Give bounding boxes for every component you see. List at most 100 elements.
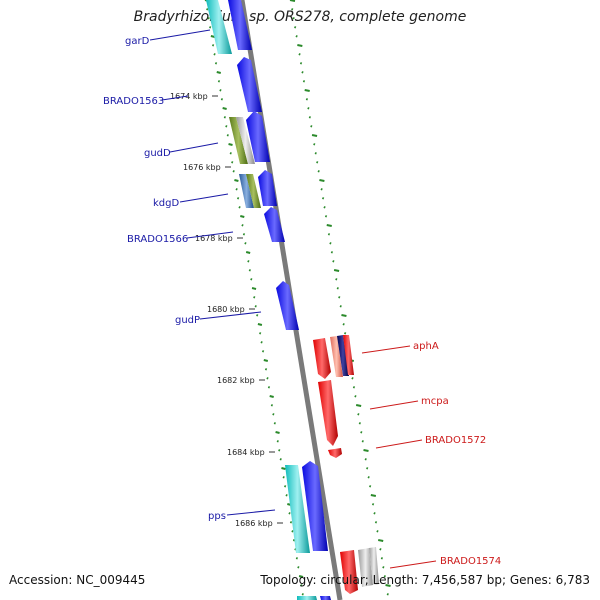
- gc-dot: [338, 296, 341, 299]
- gene-leader-line: [161, 95, 189, 101]
- gc-dot: [319, 179, 325, 182]
- gene-kdgD-block[interactable]: [239, 170, 277, 208]
- gene-BRADO1574-block[interactable]: [340, 547, 379, 594]
- gene-label-garD[interactable]: garD: [125, 36, 150, 47]
- gene-label-gudP[interactable]: gudP: [175, 315, 200, 326]
- gc-dot: [364, 458, 367, 461]
- gc-dot: [254, 305, 257, 308]
- scale-tick-label: 1686 kbp: [235, 519, 273, 528]
- gc-dot: [281, 467, 286, 470]
- gc-dot: [332, 260, 335, 263]
- gene-pps-block[interactable]: [285, 461, 328, 553]
- gene-gudD-block[interactable]: [229, 111, 270, 164]
- gene-label-pps[interactable]: pps: [208, 511, 226, 522]
- gc-dot: [292, 17, 295, 20]
- gc-dot: [298, 53, 301, 56]
- gene-leader-line: [179, 193, 229, 203]
- gc-dot: [324, 215, 328, 218]
- gene-label-mcpa[interactable]: mcpa: [421, 396, 449, 407]
- gc-dot: [295, 35, 298, 38]
- gene-leader-line: [169, 142, 219, 153]
- gc-dot: [294, 26, 297, 29]
- gc-dot: [219, 89, 222, 92]
- gc-dot: [213, 53, 216, 56]
- gene-BRADO1563-arrow[interactable]: [237, 57, 262, 112]
- gc-dot: [301, 593, 304, 596]
- gc-dot: [297, 566, 300, 569]
- gene-mcpa-arrow[interactable]: [318, 380, 338, 446]
- gc-dot: [360, 431, 363, 434]
- gc-dot: [316, 161, 319, 164]
- gc-dot: [232, 170, 235, 173]
- gc-dot: [244, 242, 247, 245]
- reverse-genes[interactable]: [313, 335, 379, 594]
- gc-dot: [374, 521, 378, 524]
- gc-dot: [314, 152, 317, 155]
- gc-dot: [341, 314, 347, 317]
- gc-dot: [336, 287, 339, 290]
- reverse-gene-labels[interactable]: aphA mcpa BRADO1572 BRADO1574: [361, 341, 501, 569]
- gc-dot: [253, 296, 256, 299]
- gene-label-kdgD[interactable]: kdgD: [153, 198, 179, 209]
- gc-dot: [269, 395, 274, 398]
- gc-dot: [234, 179, 239, 182]
- gc-dot: [373, 512, 376, 515]
- gc-dot: [380, 557, 384, 560]
- gc-dot: [323, 206, 326, 209]
- gene-garD-block[interactable]: [206, 0, 252, 54]
- gc-dot: [317, 170, 320, 173]
- gc-dot: [248, 269, 251, 272]
- gc-dot: [279, 458, 282, 461]
- gc-dot: [357, 413, 360, 416]
- gc-dot: [275, 431, 280, 434]
- gc-dot: [327, 233, 331, 236]
- gene-aphA-block[interactable]: [313, 335, 354, 379]
- gc-dot: [259, 332, 262, 335]
- gc-dot: [378, 539, 384, 542]
- gc-dot: [267, 386, 271, 389]
- scale-ticks: 1674 kbp 1676 kbp 1678 kbp 1680 kbp 1682 kbp…: [170, 92, 283, 528]
- gc-dot: [385, 584, 391, 587]
- gene-gudP-arrow[interactable]: [276, 281, 299, 330]
- gc-dot: [217, 80, 221, 83]
- gene-label-BRADO1574[interactable]: BRADO1574: [440, 556, 501, 567]
- gc-dot: [305, 98, 309, 101]
- gc-dot: [335, 278, 338, 281]
- gc-dot: [291, 8, 294, 11]
- genome-summary-text: Topology: circular; Length: 7,456,587 bp…: [260, 573, 590, 587]
- gene-label-gudD[interactable]: gudD: [144, 148, 171, 159]
- gene-label-aphA[interactable]: aphA: [413, 341, 439, 352]
- gene-leader-line: [226, 509, 276, 516]
- gc-dot: [272, 413, 275, 416]
- gene-leader-line: [389, 560, 437, 569]
- gc-dot: [214, 62, 218, 65]
- gene-BRADO1572-arrow[interactable]: [328, 448, 342, 458]
- gc-dot: [366, 467, 369, 470]
- gc-dot: [282, 476, 285, 479]
- gene-leader-line: [199, 311, 262, 320]
- gene-BRADO1566-arrow[interactable]: [264, 207, 285, 242]
- gc-dot: [229, 152, 232, 155]
- gc-dot: [302, 80, 306, 83]
- gc-dot: [370, 494, 377, 497]
- gene-label-BRADO1566[interactable]: BRADO1566: [127, 234, 188, 245]
- gc-dot: [358, 422, 361, 425]
- gc-dot: [264, 368, 268, 371]
- gc-dot: [289, 521, 293, 524]
- gene-bottom-partial[interactable]: [297, 596, 331, 600]
- gc-dot: [209, 26, 212, 29]
- gc-dot: [211, 44, 215, 47]
- gc-dot: [297, 44, 303, 47]
- forward-genes[interactable]: [206, 0, 331, 600]
- gc-dot: [278, 449, 281, 452]
- forward-gene-labels[interactable]: garD BRADO1563 gudD kdgD BRADO1566 gudP pps: [103, 29, 276, 522]
- gene-label-BRADO1563[interactable]: BRADO1563: [103, 96, 164, 107]
- gc-dot: [299, 62, 303, 65]
- gc-dot: [382, 566, 385, 569]
- gene-label-BRADO1572[interactable]: BRADO1572: [425, 435, 486, 446]
- gc-dot: [298, 575, 304, 578]
- gc-dot: [242, 233, 246, 236]
- gc-dot: [301, 71, 304, 74]
- gc-dot: [270, 404, 274, 407]
